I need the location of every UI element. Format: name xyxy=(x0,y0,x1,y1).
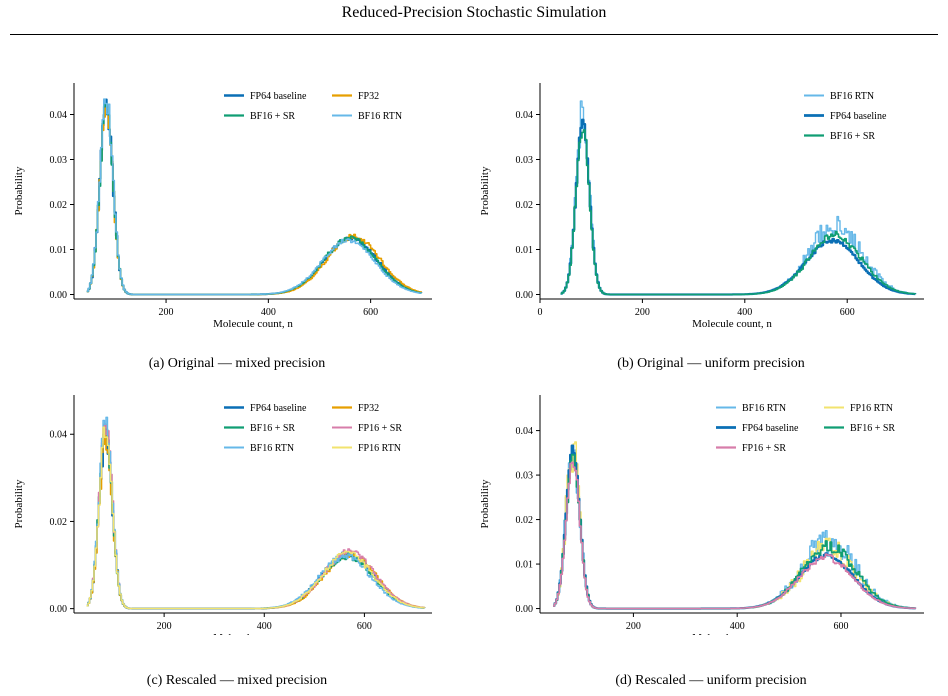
x-tick-label: 600 xyxy=(363,307,378,318)
y-tick-label: 0.04 xyxy=(50,110,68,121)
series-line xyxy=(86,98,422,296)
x-tick-label: 400 xyxy=(257,621,272,632)
caption-c: (c) Rescaled — mixed precision xyxy=(146,673,328,688)
legend-label: FP64 baseline xyxy=(250,403,307,414)
x-axis-label: Molecule count, n xyxy=(213,632,293,635)
legend-label: BF16 + SR xyxy=(250,111,295,122)
y-tick-label: 0.02 xyxy=(50,517,68,528)
series-line xyxy=(553,461,917,610)
x-tick-label: 0 xyxy=(538,307,543,318)
y-tick-label: 0.04 xyxy=(516,110,534,121)
chart-d: 200 400 600 0.00 0.01 0.02 0.03 0.04 Molecule co… xyxy=(479,395,924,635)
x-tick-label: 200 xyxy=(157,621,172,632)
caption-b: (b) Original — uniform precision xyxy=(617,356,805,371)
series-line xyxy=(86,427,426,610)
y-tick-label: 0.02 xyxy=(516,200,534,211)
y-axis-label: Probability xyxy=(479,166,491,215)
x-tick-label: 400 xyxy=(730,621,745,632)
series-line xyxy=(86,98,423,296)
caption-d: (d) Rescaled — uniform precision xyxy=(615,673,807,688)
title-divider xyxy=(10,34,938,35)
y-tick-label: 0.02 xyxy=(516,515,534,526)
y-tick-label: 0.04 xyxy=(50,430,68,441)
series-line xyxy=(86,102,423,296)
y-axis-label: Probability xyxy=(479,479,491,528)
x-tick-label: 600 xyxy=(840,307,855,318)
y-tick-label: 0.04 xyxy=(516,426,534,437)
chart-c: 200 400 600 0.00 0.02 0.04 Molecule count, n Pr… xyxy=(13,395,432,635)
legend-label: BF16 RTN xyxy=(830,91,874,102)
legend-label: FP64 baseline xyxy=(250,91,307,102)
x-axis-label: Molecule count, n xyxy=(692,318,772,330)
y-tick-label: 0.02 xyxy=(50,200,68,211)
legend-label: BF16 RTN xyxy=(250,443,294,454)
x-tick-label: 200 xyxy=(626,621,641,632)
legend-label: FP16 RTN xyxy=(850,403,893,414)
y-tick-label: 0.03 xyxy=(516,471,534,482)
x-axis-label: Molecule count, n xyxy=(692,632,772,635)
x-tick-label: 200 xyxy=(159,307,174,318)
y-tick-label: 0.00 xyxy=(50,290,68,301)
x-tick-label: 600 xyxy=(833,621,848,632)
legend-label: BF16 RTN xyxy=(742,403,786,414)
legend-label: FP64 baseline xyxy=(830,111,887,122)
series-line xyxy=(86,105,423,296)
y-tick-label: 0.00 xyxy=(516,290,534,301)
legend-label: BF16 RTN xyxy=(358,111,402,122)
series-line xyxy=(86,435,426,610)
y-tick-label: 0.01 xyxy=(516,245,534,256)
legend-label: FP64 baseline xyxy=(742,423,799,434)
chart-a: 200 400 600 0.00 0.01 0.02 0.03 0.04 Molecule co… xyxy=(13,83,432,330)
legend-label: FP16 + SR xyxy=(358,423,402,434)
x-tick-label: 400 xyxy=(261,307,276,318)
legend-label: BF16 + SR xyxy=(830,131,875,142)
legend-label: BF16 + SR xyxy=(250,423,295,434)
x-tick-label: 600 xyxy=(357,621,372,632)
y-tick-label: 0.03 xyxy=(516,155,534,166)
legend-label: FP16 + SR xyxy=(742,443,786,454)
y-axis-label: Probability xyxy=(13,479,25,528)
y-axis-label: Probability xyxy=(13,166,25,215)
legend-label: FP32 xyxy=(358,403,379,414)
y-tick-label: 0.01 xyxy=(50,245,68,256)
caption-a: (a) Original — mixed precision xyxy=(148,356,326,371)
legend-label: FP16 RTN xyxy=(358,443,401,454)
series-line xyxy=(560,118,917,296)
page-title: Reduced-Precision Stochastic Simulation xyxy=(341,4,607,21)
chart-b: 0 200 400 600 0.00 0.01 0.02 0.03 0.04 Molecule c… xyxy=(479,83,924,330)
y-tick-label: 0.01 xyxy=(516,560,534,571)
series-line xyxy=(560,129,917,296)
legend-label: FP32 xyxy=(358,91,379,102)
y-tick-label: 0.00 xyxy=(50,604,68,615)
x-axis-label: Molecule count, n xyxy=(213,318,293,330)
legend-label: BF16 + SR xyxy=(850,423,895,434)
y-tick-label: 0.00 xyxy=(516,604,534,615)
x-tick-label: 400 xyxy=(737,307,752,318)
x-tick-label: 200 xyxy=(635,307,650,318)
y-tick-label: 0.03 xyxy=(50,155,68,166)
series-line xyxy=(86,426,426,610)
